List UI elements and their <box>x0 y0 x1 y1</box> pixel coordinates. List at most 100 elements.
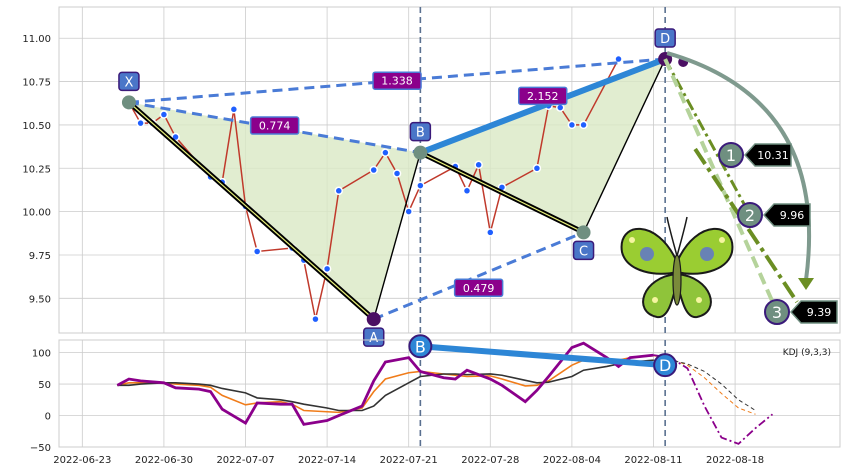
kdj-series-d <box>117 359 654 412</box>
xtick-label: 2022-08-04 <box>543 455 601 466</box>
price-point <box>159 110 169 119</box>
xab-triangle <box>128 102 421 320</box>
pivot-label-box <box>654 28 676 48</box>
pattern-leg-thin <box>373 152 422 320</box>
bcd-triangle <box>420 59 666 233</box>
target-value-box <box>789 300 838 324</box>
ratio-label-box <box>453 278 504 298</box>
ratio-label-box <box>372 71 422 90</box>
forecast-line-3 <box>663 58 779 313</box>
kdj-legend: KDJ (9,3,3) <box>783 348 831 358</box>
kdj-ytick-label: 50 <box>38 380 51 391</box>
ratio-dashed-line <box>373 231 585 321</box>
price-panel: 9.50 9.75 10.00 10.25 10.50 10.75 11.00 1.338 0.… <box>22 6 841 347</box>
price-point <box>229 105 239 114</box>
pivot-label-box <box>362 327 385 347</box>
price-point <box>567 120 577 130</box>
butterfly-wing-dot <box>629 237 635 243</box>
price-point <box>381 148 390 157</box>
target-value: 9.39 <box>807 306 832 319</box>
ratio-label-box <box>249 116 300 135</box>
kdj-panel: −50 0 50 100 2022-06-23 2022-06-30 2022-07-07 2… <box>30 334 841 466</box>
target-circle <box>737 202 763 228</box>
price-ytick-label: 10.25 <box>22 164 51 175</box>
price-ytick-label: 10.00 <box>22 208 51 219</box>
price-point <box>404 207 413 216</box>
pivot-label-a: A <box>369 331 378 346</box>
pivot-label-d: D <box>660 32 670 47</box>
price-point <box>486 228 495 237</box>
kdj-annotation-label-b: B <box>415 337 426 356</box>
price-ytick-label: 10.75 <box>22 78 51 89</box>
butterfly-antenna <box>666 216 678 257</box>
price-point <box>392 169 402 178</box>
xtick-label: 2022-08-11 <box>624 455 682 466</box>
xtick-label: 2022-07-28 <box>461 455 519 466</box>
target-circle <box>718 142 744 168</box>
pivot-label-c: C <box>579 244 588 259</box>
target-value-box <box>743 143 792 167</box>
forecast-line-2 <box>663 58 752 216</box>
ratio-solid-line <box>419 56 667 156</box>
kdj-series-j <box>116 341 654 426</box>
target-number: 3 <box>772 303 782 322</box>
pattern-leg-thin <box>582 58 666 233</box>
kdj-ytick-label: 0 <box>45 412 51 423</box>
kdj-ytick-label: −50 <box>30 443 51 454</box>
target-circle <box>764 299 790 325</box>
pivot-marker-b <box>413 145 428 160</box>
ratio-label-text: 0.479 <box>463 282 495 295</box>
butterfly-wing-spot <box>640 247 654 261</box>
pivot-label-x: X <box>124 75 133 90</box>
price-point <box>252 247 262 256</box>
kdj-annotation-circle <box>408 334 433 359</box>
butterfly-antenna <box>676 216 688 257</box>
xtick-label: 2022-07-07 <box>216 455 274 466</box>
butterfly-icon <box>620 216 734 319</box>
price-point <box>311 314 320 324</box>
butterfly-wing-spot <box>700 247 714 261</box>
target-value-box <box>762 203 811 227</box>
price-point <box>334 186 344 196</box>
kdj-frame <box>58 339 841 448</box>
ratio-dashed-line <box>128 57 666 104</box>
butterfly-wing-dot <box>652 297 658 303</box>
pivot-marker-a <box>366 312 381 327</box>
forecast-arrowhead <box>798 278 814 290</box>
pivot-label-box <box>572 240 595 261</box>
price-point <box>322 264 332 274</box>
butterfly-wing-lower <box>676 273 712 319</box>
target-value: 10.31 <box>757 149 789 162</box>
butterfly-wing-lower <box>642 273 678 319</box>
ratio-label-box <box>518 86 568 106</box>
butterfly-body <box>672 254 682 306</box>
kdj-ytick-label: 100 <box>32 349 51 360</box>
price-ytick-label: 10.50 <box>22 121 51 132</box>
pivot-label-b: B <box>416 126 425 141</box>
price-point <box>369 165 378 175</box>
price-point <box>532 164 542 173</box>
target-number: 1 <box>726 146 736 165</box>
target-number: 2 <box>745 206 755 225</box>
pivot-marker-c <box>576 225 591 240</box>
ratio-label-text: 1.338 <box>381 75 413 88</box>
kdj-series-k <box>117 354 654 414</box>
kdj-annotation-label-d: D <box>659 356 671 375</box>
xtick-label: 2022-06-23 <box>53 455 111 466</box>
price-point <box>614 54 623 64</box>
price-point <box>555 103 565 112</box>
pivot-label-box <box>409 121 432 142</box>
price-point <box>136 118 145 128</box>
pivot-label-box <box>118 71 140 92</box>
pattern-leg-highlight <box>128 101 375 320</box>
price-point <box>579 120 588 130</box>
price-point <box>474 160 483 170</box>
ratio-label-text: 2.152 <box>527 90 559 103</box>
butterfly-wing-dot <box>696 297 702 303</box>
xtick-label: 2022-07-14 <box>298 455 356 466</box>
ratio-label-text: 0.774 <box>259 120 291 133</box>
pivot-marker-x <box>121 95 136 110</box>
price-ytick-label: 9.50 <box>29 294 51 305</box>
price-point <box>462 186 472 196</box>
